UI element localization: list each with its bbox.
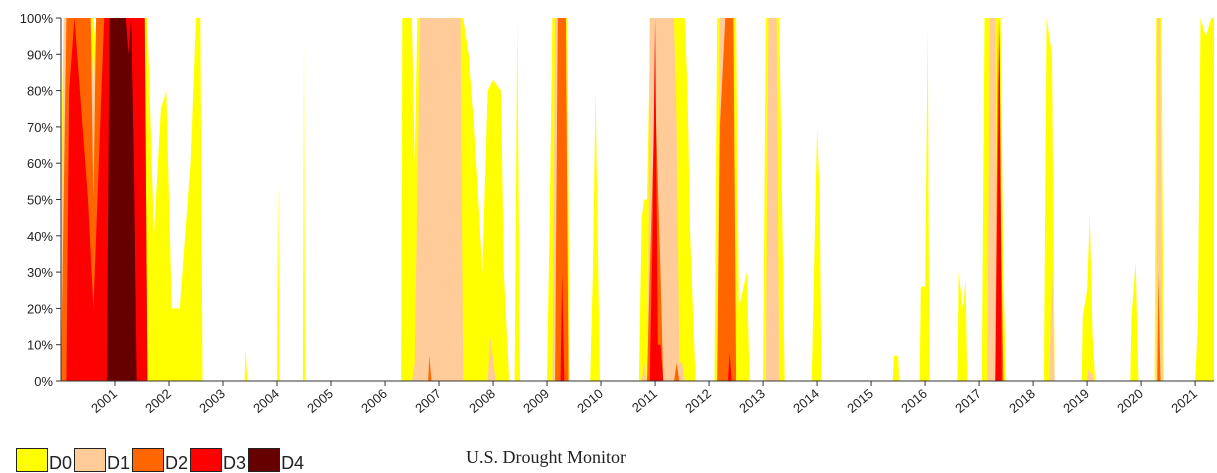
legend-swatch-d4 (248, 448, 281, 472)
x-tick-label: 2013 (736, 386, 768, 416)
drought-chart: 0% 10% 20% 30% 40% 50% 60% 70% 80% 90% 100% 2001 200… (20, 11, 1214, 416)
x-tick-label: 2014 (790, 386, 822, 416)
legend-item-d4: D4 (248, 448, 306, 472)
legend-item-d1: D1 (74, 448, 132, 472)
x-tick-label: 2018 (1006, 386, 1038, 416)
y-tick-label: 60% (27, 156, 53, 171)
legend-item-d2: D2 (132, 448, 190, 472)
x-tick-label: 2016 (898, 386, 930, 416)
area-d2 (61, 18, 1214, 381)
x-tick-label: 2009 (520, 386, 552, 416)
x-tick-label: 2019 (1060, 386, 1092, 416)
x-tick-label: 2011 (629, 386, 660, 415)
x-tick-label: 2017 (952, 386, 984, 416)
x-tick-label: 2007 (412, 386, 444, 416)
legend-label-d2: D2 (165, 453, 189, 473)
y-tick-label: 10% (27, 338, 53, 353)
y-tick-label: 70% (27, 120, 53, 135)
legend: D0 D1 D2 D3 D4 (16, 448, 306, 472)
x-tick-label: 2020 (1114, 386, 1146, 416)
x-tick-label: 2003 (196, 386, 228, 416)
y-tick-label: 80% (27, 84, 53, 99)
legend-label-d1: D1 (107, 453, 131, 473)
drought-areas (61, 18, 1214, 381)
y-tick-label: 50% (27, 193, 53, 208)
legend-item-d3: D3 (190, 448, 248, 472)
x-tick-label: 2001 (88, 386, 120, 416)
y-tick-label: 0% (34, 374, 53, 389)
area-d1 (61, 18, 1214, 381)
area-d0 (61, 18, 1214, 381)
x-tick-label: 2004 (250, 386, 282, 416)
legend-label-d0: D0 (49, 453, 73, 473)
y-tick-label: 30% (27, 265, 53, 280)
legend-label-d3: D3 (223, 453, 247, 473)
x-tick-label: 2012 (682, 386, 714, 416)
y-tick-label: 100% (20, 11, 54, 26)
x-tick-label: 2008 (466, 386, 498, 416)
legend-label-d4: D4 (281, 453, 305, 473)
x-tick-label: 2006 (358, 386, 390, 416)
x-tick-label: 2002 (142, 386, 174, 416)
legend-swatch-d0 (16, 448, 48, 472)
legend-item-d0: D0 (16, 448, 74, 472)
x-tick-label: 2015 (844, 386, 876, 416)
legend-swatch-d2 (132, 448, 165, 472)
x-tick-label: 2005 (304, 386, 336, 416)
legend-swatch-d3 (190, 448, 223, 472)
x-tick-label: 2010 (574, 386, 606, 416)
y-tick-label: 20% (27, 301, 53, 316)
y-tick-label: 40% (27, 229, 53, 244)
area-d3 (61, 18, 1214, 381)
legend-swatch-d1 (74, 448, 107, 472)
y-tick-label: 90% (27, 47, 53, 62)
area-d4 (61, 18, 1214, 381)
x-tick-label: 2021 (1168, 386, 1200, 416)
source-label: U.S. Drought Monitor (466, 447, 627, 467)
